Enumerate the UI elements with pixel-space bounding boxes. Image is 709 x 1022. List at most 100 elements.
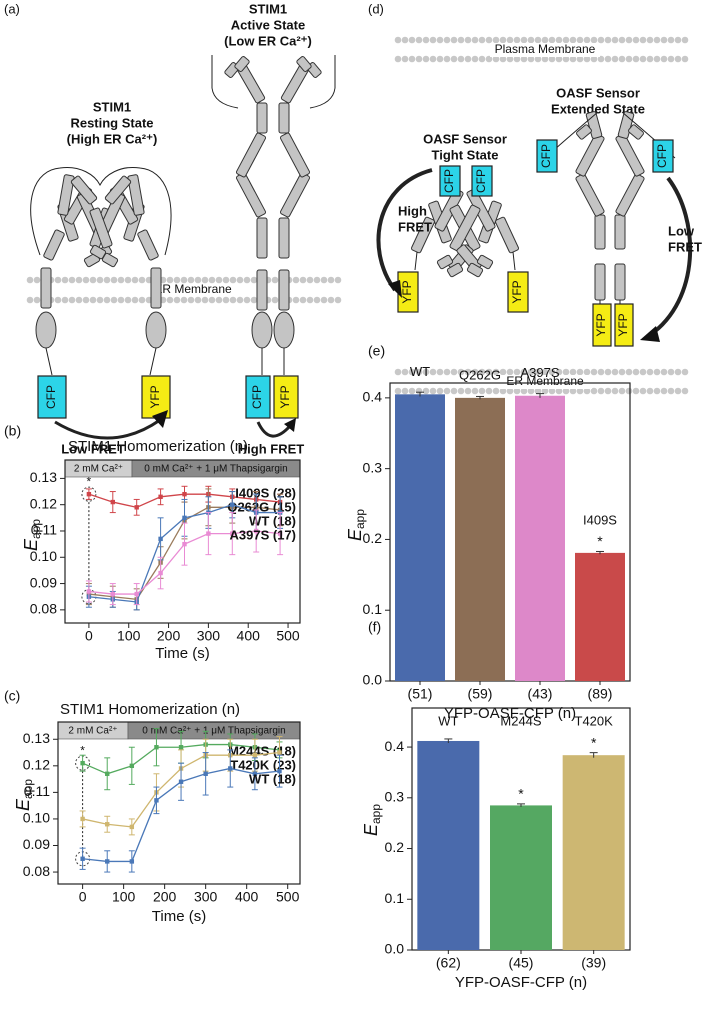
lipid bbox=[541, 368, 549, 376]
legend-entry: WT (18) bbox=[249, 771, 296, 786]
lipid bbox=[478, 36, 486, 44]
lipid bbox=[180, 276, 188, 284]
label: FRET bbox=[668, 239, 702, 254]
lipid bbox=[443, 368, 451, 376]
helix bbox=[43, 229, 65, 261]
lipid bbox=[457, 36, 465, 44]
lipid bbox=[604, 36, 612, 44]
label: ER Membrane bbox=[154, 282, 232, 296]
lipid bbox=[306, 296, 314, 304]
y-axis-label: E bbox=[21, 538, 41, 551]
x-tick-label: 400 bbox=[235, 889, 259, 905]
lipid bbox=[243, 296, 251, 304]
lipid bbox=[611, 387, 619, 395]
y-axis-label: E bbox=[361, 823, 381, 836]
lipid bbox=[618, 387, 626, 395]
bar bbox=[575, 552, 625, 681]
x-tick-label: 100 bbox=[117, 628, 141, 644]
x-tick-label: (39) bbox=[581, 955, 606, 971]
lipid bbox=[513, 368, 521, 376]
domain bbox=[273, 311, 295, 349]
label: Tight State bbox=[432, 147, 499, 162]
lipid bbox=[625, 36, 633, 44]
fluorophore-label: YFP bbox=[594, 313, 608, 336]
lipid bbox=[292, 296, 300, 304]
helix bbox=[594, 214, 606, 250]
helix bbox=[614, 263, 626, 301]
x-axis-label: Time (s) bbox=[152, 908, 206, 925]
linker bbox=[45, 347, 53, 376]
y-tick-label: 0.11 bbox=[24, 783, 50, 799]
x-tick-label: 200 bbox=[153, 889, 177, 905]
lipid bbox=[499, 387, 507, 395]
point bbox=[86, 589, 92, 594]
lipid bbox=[492, 368, 500, 376]
highlight-circle bbox=[81, 486, 97, 502]
label: Low bbox=[668, 223, 695, 238]
lipid bbox=[320, 276, 328, 284]
fluorophore-box bbox=[592, 303, 612, 347]
lipid bbox=[492, 36, 500, 44]
bar-label: A397S bbox=[520, 365, 559, 380]
lipid bbox=[660, 368, 668, 376]
lipid bbox=[653, 368, 661, 376]
lipid bbox=[506, 368, 514, 376]
x-tick-label: (43) bbox=[528, 686, 553, 702]
lipid bbox=[569, 36, 577, 44]
y-tick-label: 0.0 bbox=[385, 941, 405, 957]
lipid bbox=[471, 55, 479, 63]
lipid bbox=[103, 276, 111, 284]
lipid bbox=[334, 276, 342, 284]
lipid bbox=[436, 55, 444, 63]
lipid bbox=[471, 387, 479, 395]
lipid bbox=[541, 36, 549, 44]
lipid bbox=[436, 36, 444, 44]
label-bg bbox=[500, 375, 592, 389]
lipid bbox=[61, 296, 69, 304]
point bbox=[178, 745, 184, 750]
lipid bbox=[334, 296, 342, 304]
lipid bbox=[394, 368, 402, 376]
y-axis-label: E bbox=[345, 528, 365, 541]
label: Low FRET bbox=[61, 441, 125, 456]
lipid bbox=[271, 276, 279, 284]
fluorophore-box bbox=[471, 165, 493, 197]
lipid bbox=[457, 55, 465, 63]
point bbox=[80, 816, 85, 822]
lipid bbox=[229, 296, 237, 304]
y-tick-label: 0.10 bbox=[23, 810, 50, 826]
fluorophore-label: CFP bbox=[655, 144, 669, 168]
lipid bbox=[124, 276, 132, 284]
label: OASF Sensor bbox=[423, 131, 507, 146]
lipid bbox=[243, 276, 251, 284]
lipid bbox=[604, 387, 612, 395]
domain bbox=[35, 311, 57, 349]
helix bbox=[466, 262, 484, 278]
lipid bbox=[26, 296, 34, 304]
point bbox=[80, 760, 85, 766]
lipid bbox=[527, 55, 535, 63]
chart-title: STIM1 Homomerization (n) bbox=[68, 438, 248, 455]
lipid bbox=[562, 387, 570, 395]
label: High bbox=[398, 203, 427, 218]
lipid bbox=[222, 276, 230, 284]
lipid bbox=[639, 55, 647, 63]
lipid bbox=[506, 36, 514, 44]
lipid bbox=[527, 368, 535, 376]
lipid bbox=[173, 276, 181, 284]
lipid bbox=[464, 36, 472, 44]
lipid bbox=[639, 387, 647, 395]
plot-frame bbox=[57, 721, 301, 885]
outline bbox=[256, 421, 292, 438]
lipid bbox=[555, 36, 563, 44]
lipid bbox=[632, 36, 640, 44]
label: (d) bbox=[368, 1, 384, 16]
lipid bbox=[429, 36, 437, 44]
y-tick-label: 0.12 bbox=[30, 495, 57, 511]
lipid bbox=[443, 36, 451, 44]
x-tick-label: 500 bbox=[276, 889, 300, 905]
lipid bbox=[236, 296, 244, 304]
lipid bbox=[520, 368, 528, 376]
lipid bbox=[292, 276, 300, 284]
lipid bbox=[674, 36, 682, 44]
